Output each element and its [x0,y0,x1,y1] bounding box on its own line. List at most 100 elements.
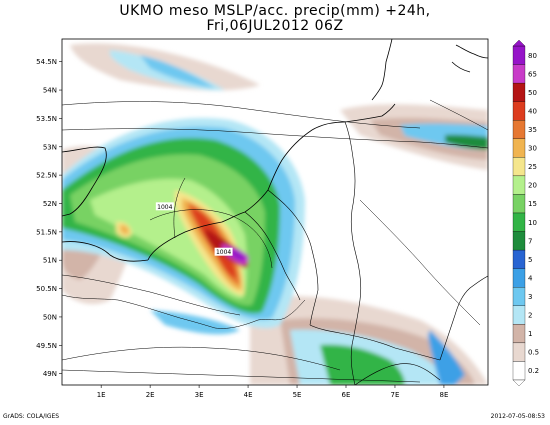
lat-tick-label: 52N [43,200,57,208]
coastline [62,241,149,262]
isobar [359,199,481,326]
border [62,369,421,383]
legend-swatch [512,212,526,232]
legend-swatch [512,231,526,251]
legend-swatch [512,324,526,344]
lat-tick-label: 51.5N [36,228,57,236]
isobar-label: 1004 [157,204,172,211]
legend-swatch [512,101,526,121]
lat-tick-label: 49N [43,370,57,378]
isobar-label: 1004 [216,249,231,256]
lat-tick-label: 52.5N [36,172,57,180]
precip-region [428,330,465,385]
legend-label: 1 [528,330,532,338]
precip-region [445,134,488,150]
lat-tick-label: 50N [43,313,57,321]
legend-swatch [512,268,526,288]
map-outlines [62,39,488,385]
isobar [62,274,241,316]
legend-swatch [512,120,526,139]
lat-tick-label: 53.5N [36,115,57,123]
lon-tick-label: 3E [195,391,204,399]
lat-tick-label: 54N [43,87,57,95]
title-line-1: UKMO meso MSLP/acc. precip(mm) +24h, [119,3,431,19]
isobar [149,209,273,269]
legend-swatch [512,361,526,381]
border [62,128,488,149]
coastline [344,103,396,123]
legend-swatch [512,82,526,102]
legend-label: 35 [528,126,537,134]
coastline [451,61,471,73]
legend-swatch [512,64,526,84]
legend-bottom-arrow [512,379,526,387]
legend-swatch [512,249,526,269]
border [267,189,319,326]
lat-tick-label: 51N [43,257,57,265]
legend-label: 0.2 [528,367,539,375]
lon-tick-label: 4E [244,391,253,399]
legend-swatch [512,45,526,65]
border [309,324,441,361]
isobar [429,99,488,131]
border [344,121,362,385]
isobar [62,346,341,371]
footer-timestamp: 2012-07-05-08:53 [490,413,545,420]
isobar-label-bg [155,202,174,211]
legend-label: 10 [528,219,537,227]
precip-field [62,43,488,385]
legend-label: 25 [528,163,537,171]
lon-tick-label: 2E [146,391,155,399]
precip-region [230,248,246,261]
legend-label: 4 [528,274,533,282]
precip-region [120,224,130,235]
border [354,363,441,385]
lon-tick-label: 6E [342,391,351,399]
coastline [371,39,393,101]
legend-label: 80 [528,52,537,60]
lon-tick-label: 1E [97,391,106,399]
lon-tick-label: 5E [293,391,302,399]
legend-label: 3 [528,293,532,301]
isobar-label-bg [214,247,233,256]
legend-label: 30 [528,145,537,153]
legend-swatch [512,138,526,158]
legend-label: 2 [528,312,532,320]
border [62,294,216,329]
precip-region [320,344,405,385]
legend-label: 50 [528,89,537,97]
legend-label: 65 [528,70,537,78]
coastline [244,121,346,213]
legend-label: 40 [528,107,537,115]
legend-label: 7 [528,237,532,245]
coastline [147,211,246,261]
lat-tick-label: 53N [43,143,57,151]
legend-label: 5 [528,256,532,264]
legend-swatch [512,305,526,325]
lat-tick-label: 49.5N [36,342,57,350]
legend-swatch [512,342,526,362]
legend-label: 15 [528,200,537,208]
legend-label: 0.5 [528,349,539,357]
precip-region [140,55,215,88]
legend-swatch [512,287,526,306]
isobar [62,101,421,129]
lon-tick-label: 7E [391,391,400,399]
plot-frame [61,38,489,386]
isobar [173,177,186,239]
coastline [455,44,488,59]
legend-top-arrow [512,39,526,47]
footer-credit: GrADS: COLA/IGES [3,413,60,420]
lat-tick-label: 54.5N [36,58,57,66]
lat-tick-label: 50.5N [36,285,57,293]
legend-swatch [512,175,526,195]
border [439,275,488,361]
coastline [62,146,107,217]
title-line-2: Fri,06JUL2012 06Z [206,18,344,34]
border [244,211,301,301]
lon-tick-label: 8E [439,391,448,399]
legend-swatch [512,157,526,177]
legend-swatch [512,194,526,214]
border [214,299,306,329]
